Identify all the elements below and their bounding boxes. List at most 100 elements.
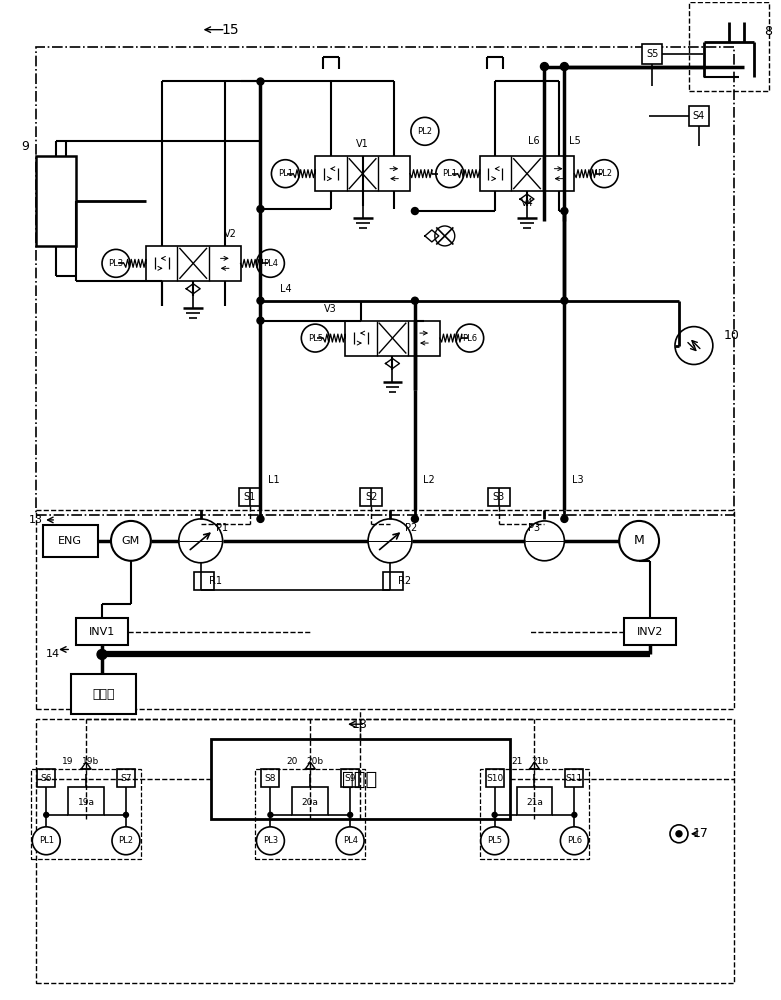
Text: 蓄電池: 蓄電池 — [93, 688, 116, 701]
Text: 控制器: 控制器 — [343, 770, 378, 789]
Text: 8: 8 — [764, 25, 772, 38]
Circle shape — [480, 827, 508, 855]
Circle shape — [412, 208, 419, 215]
Text: S8: S8 — [265, 774, 276, 783]
Circle shape — [368, 519, 412, 563]
Text: 19: 19 — [62, 757, 74, 766]
Text: P2: P2 — [405, 523, 417, 533]
Circle shape — [256, 827, 284, 855]
Text: 19b: 19b — [83, 757, 100, 766]
Text: 15: 15 — [222, 23, 240, 37]
Bar — [642, 44, 662, 64]
Bar — [689, 2, 769, 91]
Circle shape — [268, 812, 273, 817]
Bar — [36, 47, 734, 515]
Text: V4: V4 — [521, 198, 533, 208]
Text: M: M — [633, 534, 644, 547]
Text: 14: 14 — [46, 649, 60, 659]
Bar — [689, 106, 709, 126]
Circle shape — [412, 515, 419, 522]
Text: R1: R1 — [209, 576, 222, 586]
Text: S6: S6 — [41, 774, 52, 783]
Circle shape — [561, 63, 569, 71]
Text: P1: P1 — [216, 523, 228, 533]
Circle shape — [44, 812, 48, 817]
Bar — [624, 618, 676, 645]
Circle shape — [590, 160, 619, 188]
Circle shape — [272, 160, 299, 188]
Circle shape — [32, 827, 60, 855]
Bar — [255, 769, 365, 859]
Text: PL5: PL5 — [487, 836, 502, 845]
Text: V3: V3 — [324, 304, 337, 314]
Circle shape — [123, 812, 128, 817]
Bar — [345, 321, 440, 356]
Bar — [262, 769, 280, 787]
Text: PL3: PL3 — [263, 836, 278, 845]
Text: S11: S11 — [565, 774, 583, 783]
Circle shape — [561, 297, 568, 304]
Circle shape — [301, 324, 330, 352]
Bar — [487, 488, 509, 506]
Circle shape — [257, 78, 264, 85]
Text: R2: R2 — [398, 576, 411, 586]
Bar — [565, 769, 583, 787]
Text: S3: S3 — [493, 492, 505, 502]
Text: PL2: PL2 — [417, 127, 433, 136]
Text: PL1: PL1 — [39, 836, 54, 845]
Bar — [480, 156, 574, 191]
Bar — [76, 618, 128, 645]
Text: S1: S1 — [244, 492, 255, 502]
Text: 20a: 20a — [301, 798, 319, 807]
Text: GM: GM — [122, 536, 140, 546]
Text: L3: L3 — [572, 475, 584, 485]
Bar — [480, 769, 590, 859]
Text: S2: S2 — [365, 492, 377, 502]
Text: PL2: PL2 — [119, 836, 134, 845]
Bar — [37, 769, 55, 787]
Text: INV2: INV2 — [637, 627, 663, 637]
Text: PL2: PL2 — [597, 169, 612, 178]
Text: 21: 21 — [511, 757, 522, 766]
Text: S7: S7 — [120, 774, 132, 783]
Text: INV1: INV1 — [89, 627, 115, 637]
Text: 21b: 21b — [531, 757, 548, 766]
Circle shape — [676, 831, 682, 837]
Circle shape — [435, 226, 455, 246]
Bar — [316, 156, 410, 191]
Circle shape — [525, 521, 565, 561]
Text: S4: S4 — [693, 111, 705, 121]
Text: PL3: PL3 — [109, 259, 123, 268]
Bar — [117, 769, 135, 787]
Text: PL4: PL4 — [263, 259, 278, 268]
Bar — [383, 572, 403, 590]
Circle shape — [540, 63, 548, 71]
Circle shape — [412, 297, 419, 304]
Circle shape — [619, 521, 659, 561]
Text: PL1: PL1 — [442, 169, 458, 178]
Circle shape — [257, 317, 264, 324]
Circle shape — [112, 827, 140, 855]
Text: L2: L2 — [423, 475, 435, 485]
Text: 17: 17 — [693, 827, 709, 840]
Text: PL4: PL4 — [343, 836, 358, 845]
Text: 20b: 20b — [307, 757, 324, 766]
Text: L1: L1 — [269, 475, 280, 485]
Bar — [31, 769, 141, 859]
Text: PL5: PL5 — [308, 334, 323, 343]
Text: PL6: PL6 — [462, 334, 477, 343]
Bar — [68, 787, 104, 815]
Circle shape — [256, 249, 284, 277]
Bar — [238, 488, 261, 506]
Circle shape — [102, 249, 130, 277]
Circle shape — [97, 649, 107, 659]
Circle shape — [348, 812, 353, 817]
Text: 13: 13 — [30, 515, 43, 525]
Circle shape — [572, 812, 577, 817]
Text: L4: L4 — [280, 284, 291, 294]
Text: V1: V1 — [356, 139, 369, 149]
Bar — [146, 246, 241, 281]
Bar — [360, 488, 382, 506]
Text: 19a: 19a — [77, 798, 95, 807]
Circle shape — [257, 515, 264, 522]
